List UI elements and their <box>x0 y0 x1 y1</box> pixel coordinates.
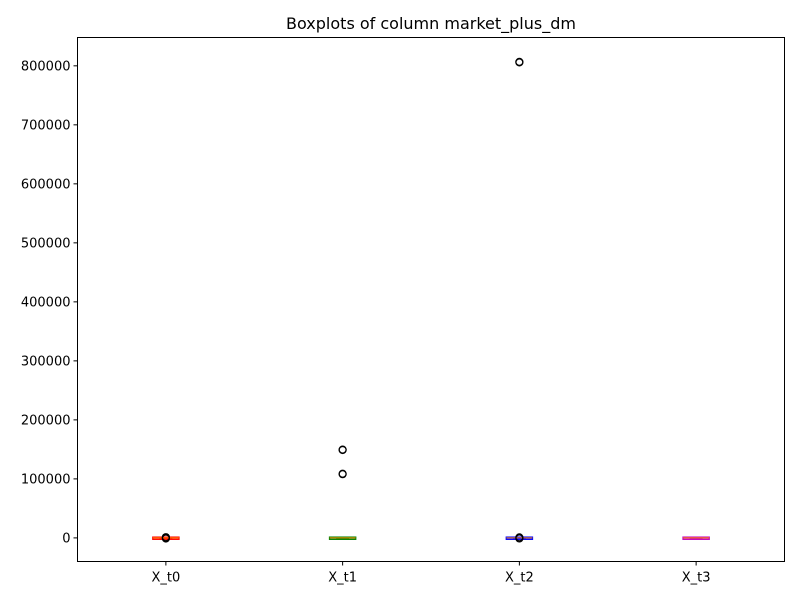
boxplots <box>152 57 710 543</box>
y-tick-label: 500000 <box>21 236 71 251</box>
outlier-point <box>338 469 347 478</box>
outlier-point <box>515 57 524 66</box>
y-tick-label: 800000 <box>21 59 71 74</box>
x-tick-label: X_t0 <box>151 571 180 586</box>
y-tick-label: 0 <box>62 531 70 546</box>
x-tick-label: X_t3 <box>682 571 711 586</box>
x-axis: X_t0 X_t1 X_t2 X_t3 <box>151 561 711 586</box>
y-tick-label: 700000 <box>21 118 71 133</box>
outlier-point <box>338 445 347 454</box>
y-tick-label: 100000 <box>21 472 71 487</box>
boxplot-x-t3 <box>682 536 710 540</box>
outlier-point <box>515 533 524 542</box>
boxplot-x-t0 <box>152 533 180 543</box>
x-tick-label: X_t2 <box>505 571 534 586</box>
boxplot-x-t2 <box>505 57 534 543</box>
y-tick-label: 300000 <box>21 354 71 369</box>
y-axis: 0 100000 200000 300000 400000 500000 600000 700… <box>21 59 78 546</box>
boxplot-x-t1 <box>328 445 357 540</box>
y-tick-label: 400000 <box>21 295 71 310</box>
chart-title: Boxplots of column market_plus_dm <box>286 14 576 34</box>
x-tick-label: X_t1 <box>328 571 357 586</box>
outlier-point <box>161 533 170 542</box>
plot-area-frame <box>77 37 785 562</box>
y-tick-label: 200000 <box>21 413 71 428</box>
y-tick-label: 600000 <box>21 177 71 192</box>
